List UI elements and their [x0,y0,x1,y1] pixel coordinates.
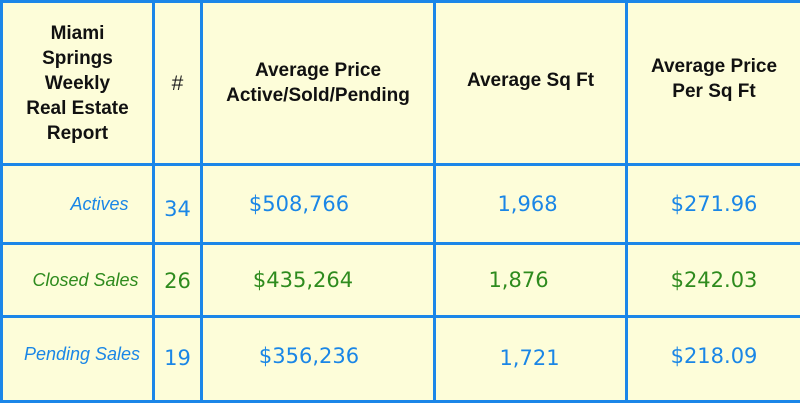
row-count: 34 [154,165,202,244]
price-per-sqft-value: $242.03 [671,268,758,292]
count-value: 26 [164,269,191,293]
row-avg-price: $508,766 [202,165,435,244]
avg-price-value: $508,766 [249,192,349,216]
header-line: Average Price [203,58,433,83]
count-value: 19 [164,346,191,370]
header-line: Average Sq Ft [436,68,625,93]
price-per-sqft-value: $218.09 [671,344,758,368]
avg-price-header: Average Price Active/Sold/Pending [202,2,435,165]
avg-sqft-value: 1,876 [488,268,548,292]
price-per-sqft-value: $271.96 [671,192,758,216]
title-line: Weekly [3,71,152,96]
row-avg-sqft: 1,721 [435,317,627,402]
row-price-per-sqft: $271.96 [627,165,800,244]
row-avg-price: $435,264 [202,244,435,317]
table-row-actives: Actives 34 $508,766 1,968 $271.96 [2,165,800,244]
table-row-pending-sales: Pending Sales 19 $356,236 1,721 $218.09 [2,317,800,402]
avg-sqft-value: 1,968 [497,192,557,216]
row-avg-sqft: 1,968 [435,165,627,244]
avg-price-per-sqft-header: Average Price Per Sq Ft [627,2,800,165]
row-label-text: Pending Sales [24,344,140,365]
count-value: 34 [164,197,191,221]
row-label: Actives [2,165,154,244]
avg-sqft-header: Average Sq Ft [435,2,627,165]
row-count: 26 [154,244,202,317]
avg-price-value: $435,264 [253,268,353,292]
row-count: 19 [154,317,202,402]
title-line: Springs [3,46,152,71]
row-label-text: Closed Sales [32,270,138,291]
row-price-per-sqft: $218.09 [627,317,800,402]
header-line: Per Sq Ft [628,79,800,104]
header-line: Average Price [628,54,800,79]
row-price-per-sqft: $242.03 [627,244,800,317]
title-line: Miami [3,21,152,46]
title-line: Report [3,121,152,146]
row-label-text: Actives [70,194,128,215]
report-title-header: Miami Springs Weekly Real Estate Report [2,2,154,165]
header-line: Active/Sold/Pending [203,83,433,108]
row-avg-sqft: 1,876 [435,244,627,317]
avg-price-value: $356,236 [259,344,359,368]
avg-sqft-value: 1,721 [499,346,559,370]
row-avg-price: $356,236 [202,317,435,402]
table-row-closed-sales: Closed Sales 26 $435,264 1,876 $242.03 [2,244,800,317]
row-label: Closed Sales [2,244,154,317]
count-header: # [154,2,202,165]
title-line: Real Estate [3,96,152,121]
header-row: Miami Springs Weekly Real Estate Report … [2,2,800,165]
row-label: Pending Sales [2,317,154,402]
